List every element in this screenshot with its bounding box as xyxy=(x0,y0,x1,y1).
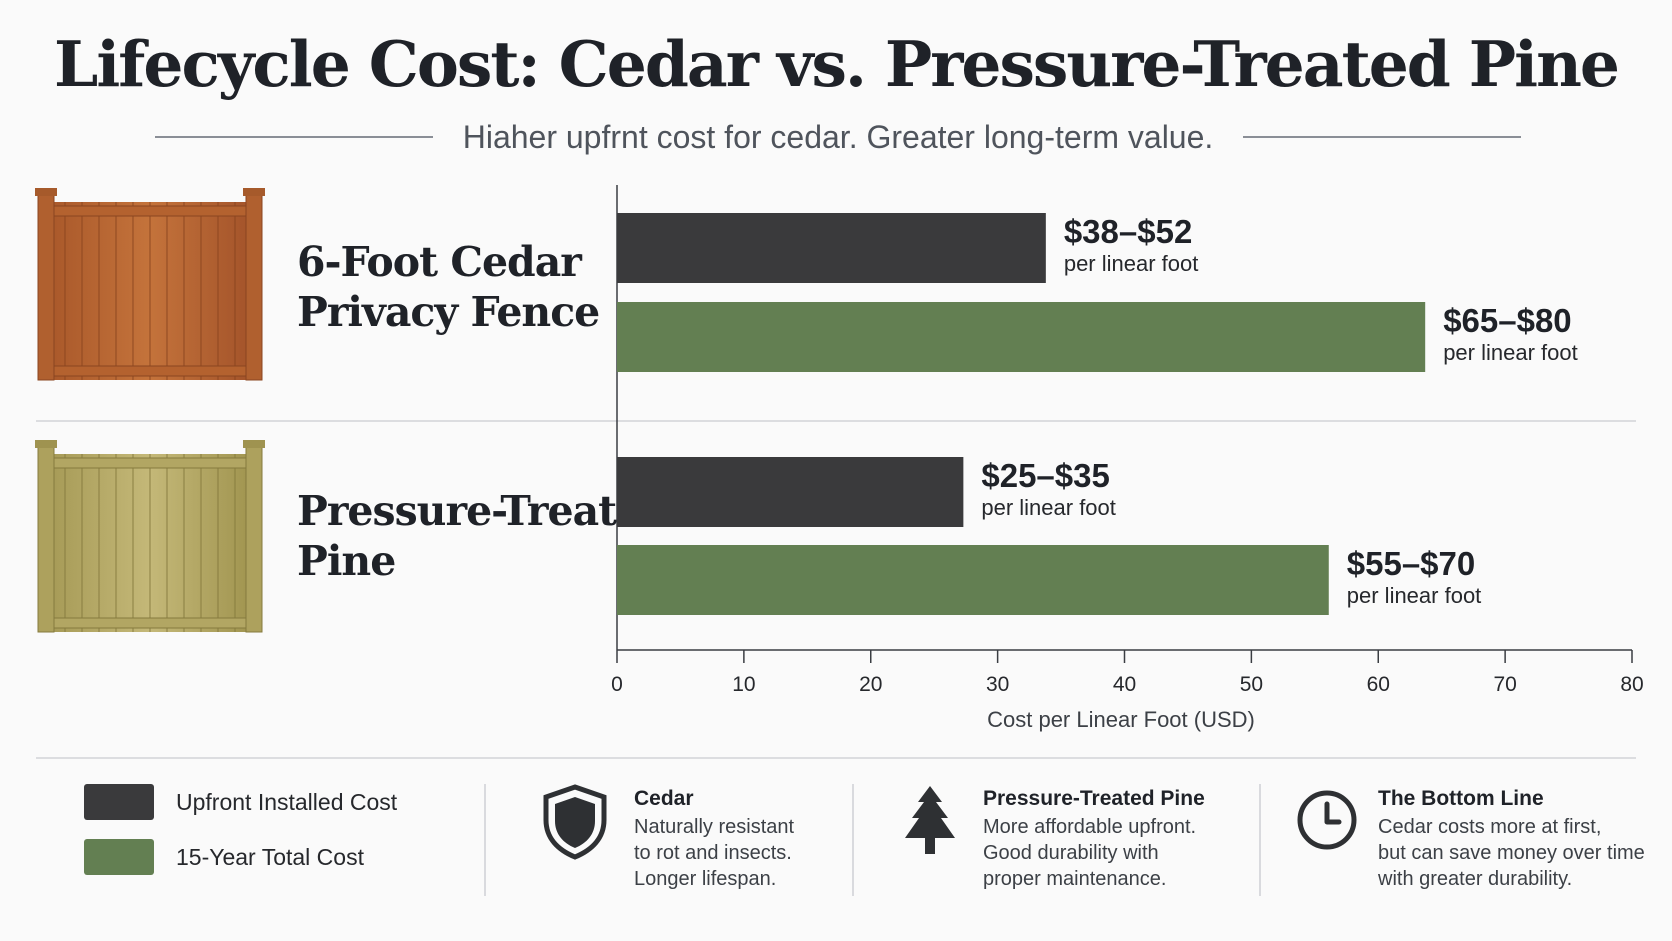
category-label-pine: Pressure-Treated Pine xyxy=(297,486,670,586)
x-tick-label: 10 xyxy=(732,673,755,696)
x-tick-label: 70 xyxy=(1493,673,1516,696)
subtitle-right-rule xyxy=(1243,136,1521,138)
bar-unit-label: per linear foot xyxy=(1063,251,1199,276)
chart-title: Lifecycle Cost: Cedar vs. Pressure-Treat… xyxy=(54,27,1620,101)
note-pine-body: Pressure-Treated Pine More affordable up… xyxy=(983,784,1283,892)
note-bottom-line-line: with greater durability. xyxy=(1378,868,1573,890)
chart-subtitle: Hiaher upfrnt cost for cedar. Greater lo… xyxy=(462,118,1214,155)
x-tick-label: 30 xyxy=(986,673,1009,696)
legend-label-upfront: Upfront Installed Cost xyxy=(176,788,398,815)
bar-value-label: $25–$35 xyxy=(981,457,1110,494)
tree-icon xyxy=(905,786,955,854)
category-label-cedar-line2: Privacy Fence xyxy=(297,288,600,336)
legend-item-upfront: Upfront Installed Cost xyxy=(84,784,444,820)
note-bottom-line-line: Cedar costs more at first, xyxy=(1378,816,1602,838)
x-tick-label: 0 xyxy=(611,673,623,696)
shield-icon xyxy=(543,784,607,860)
bar-data-label: $38–$52 per linear foot xyxy=(1064,214,1199,278)
note-bottom-line-body: The Bottom Line Cedar costs more at firs… xyxy=(1378,784,1668,892)
bar-data-label: $55–$70 per linear foot xyxy=(1347,546,1482,610)
bar-unit-label: per linear foot xyxy=(1443,340,1578,365)
note-cedar-line: to rot and insects. xyxy=(634,842,792,864)
legend-swatch-upfront xyxy=(84,784,154,820)
footer-divider-1 xyxy=(484,784,486,896)
note-pine-line: More affordable upfront. xyxy=(983,816,1197,838)
x-axis-label: Cost per Linear Foot (USD) xyxy=(987,707,1255,732)
x-tick-label: 20 xyxy=(859,673,882,696)
legend-item-total: 15-Year Total Cost xyxy=(84,839,444,875)
legend-label-total: 15-Year Total Cost xyxy=(176,843,364,870)
bar-value-label: $65–$80 xyxy=(1443,302,1572,339)
note-bottom-line-title: The Bottom Line xyxy=(1378,787,1544,810)
category-label-cedar: 6-Foot Cedar Privacy Fence xyxy=(297,237,600,337)
note-cedar-title: Cedar xyxy=(634,787,694,810)
bar xyxy=(617,457,964,527)
category-label-pine-line2: Pine xyxy=(297,537,396,585)
note-pine-title: Pressure-Treated Pine xyxy=(983,787,1205,810)
bar-unit-label: per linear foot xyxy=(1346,583,1482,608)
bar-value-label: $38–$52 xyxy=(1063,213,1193,250)
note-bottom-line-line: but can save money over time xyxy=(1378,842,1645,864)
footer-separator xyxy=(36,757,1636,759)
bar xyxy=(617,302,1426,372)
bar-data-label: $65–$80 per linear foot xyxy=(1443,303,1578,367)
note-pine-line: proper maintenance. xyxy=(983,868,1167,890)
note-pine-line: Good durability with xyxy=(983,842,1159,864)
bar xyxy=(617,545,1329,615)
category-separator xyxy=(36,420,1636,422)
bar-value-label: $55–$70 xyxy=(1346,545,1476,582)
x-tick-label: 50 xyxy=(1240,673,1263,696)
footer-divider-3 xyxy=(1259,784,1261,896)
note-cedar-line: Naturally resistant xyxy=(634,816,795,838)
legend-swatch-total xyxy=(84,839,154,875)
bar xyxy=(617,213,1046,283)
subtitle-left-rule xyxy=(155,136,433,138)
category-label-pine-line1: Pressure-Treated xyxy=(297,487,670,535)
bar-unit-label: per linear foot xyxy=(981,495,1116,520)
pine-fence-illustration xyxy=(35,440,265,633)
note-cedar-body: Cedar Naturally resistant to rot and ins… xyxy=(634,784,864,892)
note-cedar-line: Longer lifespan. xyxy=(634,868,777,890)
category-label-cedar-line1: 6-Foot Cedar xyxy=(297,238,582,286)
footer-divider-2 xyxy=(852,784,854,896)
x-tick-label: 40 xyxy=(1113,673,1136,696)
x-tick-label: 60 xyxy=(1367,673,1390,696)
x-tick-label: 80 xyxy=(1620,673,1643,696)
cedar-fence-illustration xyxy=(35,188,265,381)
subtitle-row: Hiaher upfrnt cost for cedar. Greater lo… xyxy=(155,112,1521,162)
bar-data-label: $25–$35 per linear foot xyxy=(981,458,1116,522)
clock-icon xyxy=(1297,790,1357,850)
